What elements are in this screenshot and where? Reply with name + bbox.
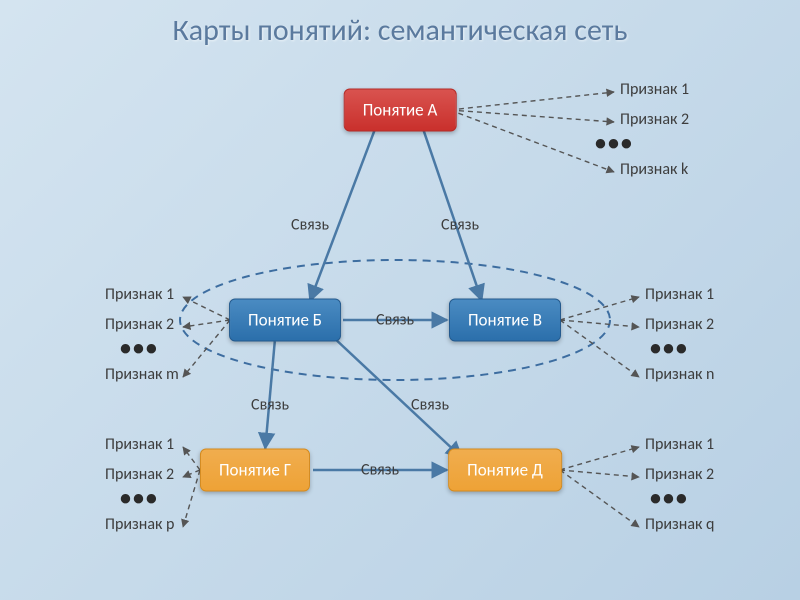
attribute-label: Признак 2 bbox=[620, 110, 689, 129]
ellipsis: ••• bbox=[650, 334, 689, 361]
edge-label: Связь bbox=[291, 216, 329, 235]
attribute-label: Признак m bbox=[105, 365, 179, 384]
attribute-label: Признак 2 bbox=[105, 465, 174, 484]
edge-label: Связь bbox=[376, 311, 414, 330]
ellipsis: ••• bbox=[650, 484, 689, 511]
attribute-label: Признак 2 bbox=[645, 465, 714, 484]
attribute-label: Признак 1 bbox=[620, 80, 689, 99]
edge-label: Связь bbox=[251, 396, 289, 415]
ellipsis: ••• bbox=[595, 129, 634, 156]
edge-label: Связь bbox=[441, 216, 479, 235]
concept-node-D: Понятие Д bbox=[448, 449, 562, 492]
attribute-label: Признак k bbox=[620, 160, 688, 179]
diagram-title: Карты понятий: семантическая сеть bbox=[0, 12, 800, 49]
ellipsis: ••• bbox=[120, 484, 159, 511]
attribute-label: Признак p bbox=[105, 515, 174, 534]
attribute-label: Признак 1 bbox=[105, 285, 174, 304]
attribute-label: Признак q bbox=[645, 515, 714, 534]
attribute-label: Признак 2 bbox=[105, 315, 174, 334]
concept-node-A: Понятие А bbox=[344, 89, 457, 132]
attribute-label: Признак 1 bbox=[645, 435, 714, 454]
attribute-label: Признак n bbox=[645, 365, 714, 384]
attribute-label: Признак 1 bbox=[105, 435, 174, 454]
edge-label: Связь bbox=[411, 396, 449, 415]
attribute-label: Признак 2 bbox=[645, 315, 714, 334]
concept-node-G: Понятие Г bbox=[200, 449, 310, 492]
concept-node-V: Понятие В bbox=[449, 299, 561, 342]
ellipsis: ••• bbox=[120, 334, 159, 361]
edge-label: Связь bbox=[361, 461, 399, 480]
concept-node-B: Понятие Б bbox=[229, 299, 341, 342]
attribute-label: Признак 1 bbox=[645, 285, 714, 304]
